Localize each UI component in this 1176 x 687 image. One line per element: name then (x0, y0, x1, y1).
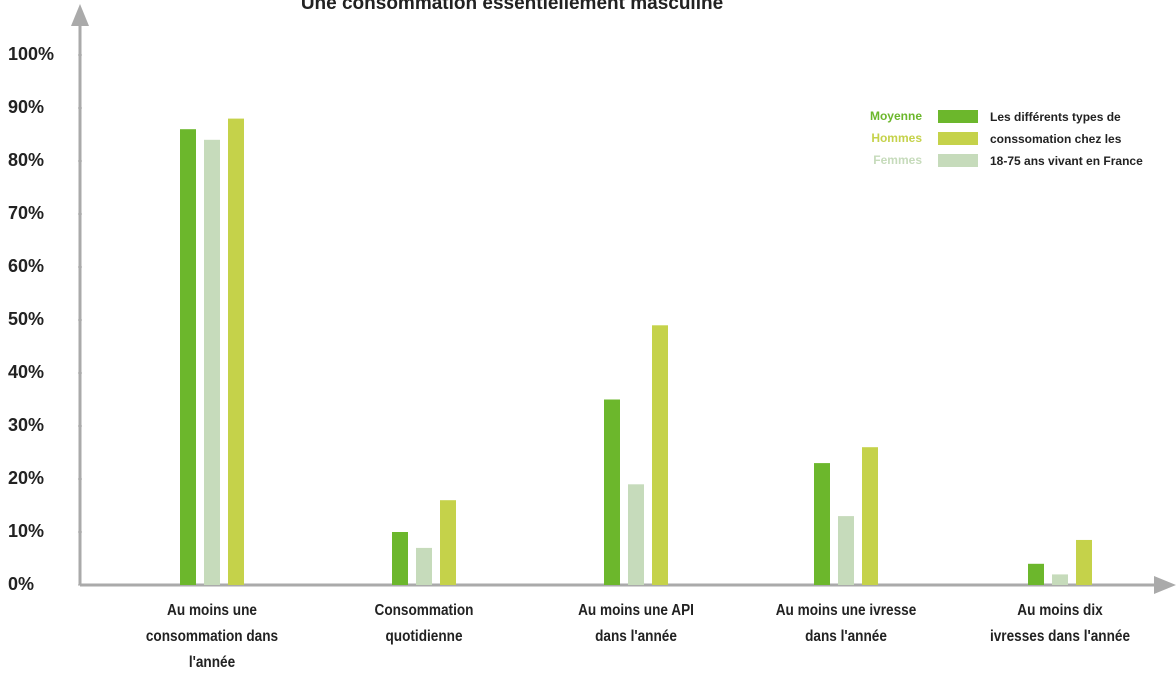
legend-note: 18-75 ans vivant en France (990, 154, 1143, 168)
chart-title: Une consommation essentiellement masculi… (301, 0, 723, 14)
y-tick-label: 90% (8, 97, 44, 117)
y-tick-label: 50% (8, 309, 44, 329)
x-tick-label: Consommation quotidienne (374, 602, 474, 645)
bar (1052, 574, 1068, 585)
y-tick-label: 70% (8, 203, 44, 223)
x-tick-label: Au moins une ivresse dans l'année (775, 602, 917, 645)
bar (604, 399, 620, 585)
x-tick-label: Au moins dix ivresses dans l'année (989, 602, 1131, 645)
bar (862, 447, 878, 585)
legend-swatch (938, 132, 978, 145)
bar (204, 139, 220, 586)
bar (440, 500, 456, 585)
bar (652, 325, 668, 585)
legend-swatch (938, 154, 978, 167)
y-tick-label: 100% (8, 44, 54, 64)
y-tick-label: 10% (8, 521, 44, 541)
x-tick-label: Au moins une API dans l'année (578, 602, 694, 645)
bar (838, 516, 854, 585)
y-tick-label: 30% (8, 415, 44, 435)
y-tick-label: 60% (8, 256, 44, 276)
legend-label: Femmes (873, 153, 922, 167)
legend-note: conssomation chez les (990, 132, 1122, 146)
bar (1028, 563, 1044, 585)
y-axis-arrow (71, 4, 89, 26)
legend-swatch (938, 110, 978, 123)
bar (814, 463, 830, 585)
legend-label: Moyenne (870, 109, 922, 123)
y-tick-label: 40% (8, 362, 44, 382)
bar (392, 532, 408, 585)
bar (416, 547, 432, 585)
y-tick-label: 80% (8, 150, 44, 170)
y-tick-label: 20% (8, 468, 44, 488)
bar (228, 118, 244, 585)
x-tick-label: Au moins une consommation dans l'année (145, 602, 279, 671)
x-axis-arrow (1154, 576, 1176, 594)
bar (180, 129, 196, 585)
legend-label: Hommes (871, 131, 922, 145)
bar (628, 484, 644, 585)
legend-note: Les différents types de (990, 110, 1121, 124)
bar (1076, 539, 1092, 585)
y-tick-label: 0% (8, 574, 34, 594)
